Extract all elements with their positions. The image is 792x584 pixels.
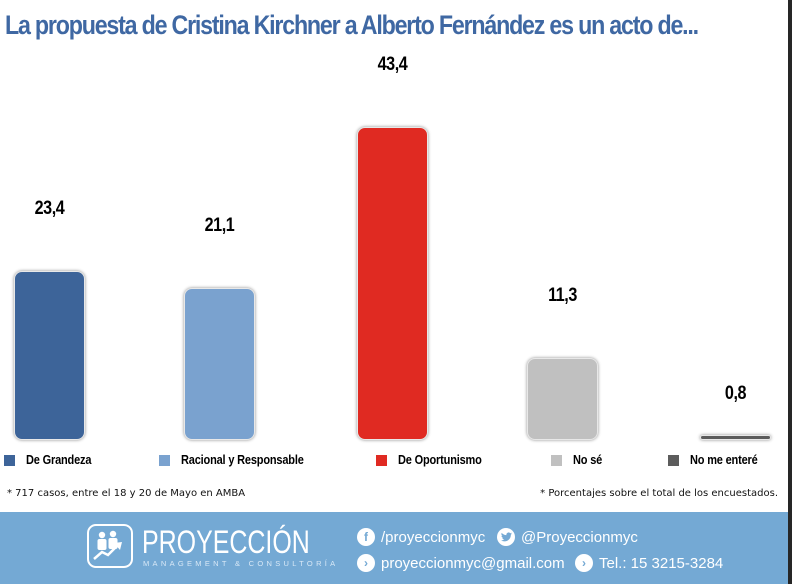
twitter-contact: @Proyeccionmyc xyxy=(497,528,638,546)
legend-item-no-me-entere: No me enteré xyxy=(668,453,767,467)
brand-tagline: MANAGEMENT & CONSULTORÍA xyxy=(143,559,339,568)
email-contact: › proyeccionmyc@gmail.com xyxy=(357,554,565,572)
chevron-right-icon: › xyxy=(357,554,375,572)
bar-rect xyxy=(14,271,85,440)
twitter-icon xyxy=(497,528,515,546)
window-edge xyxy=(788,0,792,584)
bar-de-oportunismo: 43,4 xyxy=(357,54,428,440)
facebook-handle: /proyeccionmyc xyxy=(381,528,486,546)
bar-value-label: 43,4 xyxy=(377,54,408,75)
legend-item-de-oportunismo: De Oportunismo xyxy=(376,453,493,467)
bar-rect xyxy=(527,358,598,440)
bar-rect xyxy=(357,127,428,440)
sample-note: * 717 casos, entre el 18 y 20 de Mayo en… xyxy=(7,488,246,499)
chart-title: La propuesta de Cristina Kirchner a Albe… xyxy=(5,10,699,40)
bar-de-grandeza: 23,4 xyxy=(14,198,85,440)
legend-label: No sé xyxy=(573,453,603,467)
email-address: proyeccionmyc@gmail.com xyxy=(381,554,565,572)
bar-value-label: 11,3 xyxy=(548,285,577,306)
footer-banner: PROYECCIÓN MANAGEMENT & CONSULTORÍA f /p… xyxy=(0,512,788,584)
legend-label: No me enteré xyxy=(690,453,758,467)
legend-item-no-se: No sé xyxy=(551,453,606,467)
legend-swatch xyxy=(668,454,679,466)
bar-rect xyxy=(184,288,255,440)
legend-swatch xyxy=(376,454,387,466)
legend-swatch xyxy=(4,454,15,466)
bar-no-me-entere: 0,8 xyxy=(700,383,771,440)
phone-contact: › Tel.: 15 3215-3284 xyxy=(575,554,723,572)
facebook-icon: f xyxy=(357,528,375,546)
bar-value-label: 23,4 xyxy=(34,198,65,219)
legend-item-de-grandeza: De Grandeza xyxy=(4,453,100,467)
legend-label: De Grandeza xyxy=(26,453,92,467)
chart-legend: De Grandeza Racional y Responsable De Op… xyxy=(0,453,788,471)
bar-no-se: 11,3 xyxy=(527,285,598,440)
facebook-contact: f /proyeccionmyc xyxy=(357,528,485,546)
phone-number: Tel.: 15 3215-3284 xyxy=(599,554,724,572)
chevron-right-icon: › xyxy=(575,554,593,572)
legend-label: De Oportunismo xyxy=(398,453,482,467)
people-growth-icon xyxy=(93,530,122,560)
legend-swatch xyxy=(551,454,562,466)
logo-icon xyxy=(87,524,133,568)
bar-racional-responsable: 21,1 xyxy=(184,215,255,440)
bar-value-label: 0,8 xyxy=(724,383,747,404)
brand-name: PROYECCIÓN xyxy=(142,524,310,560)
legend-label: Racional y Responsable xyxy=(181,453,304,467)
legend-swatch xyxy=(159,454,170,466)
legend-item-racional-responsable: Racional y Responsable xyxy=(159,453,320,467)
twitter-handle: @Proyeccionmyc xyxy=(521,528,638,546)
percentage-note: * Porcentajes sobre el total de los encu… xyxy=(540,488,778,499)
bar-rect xyxy=(700,435,771,440)
bar-chart: 23,4 21,1 43,4 11,3 0,8 xyxy=(0,54,788,440)
bar-value-label: 21,1 xyxy=(204,215,235,236)
